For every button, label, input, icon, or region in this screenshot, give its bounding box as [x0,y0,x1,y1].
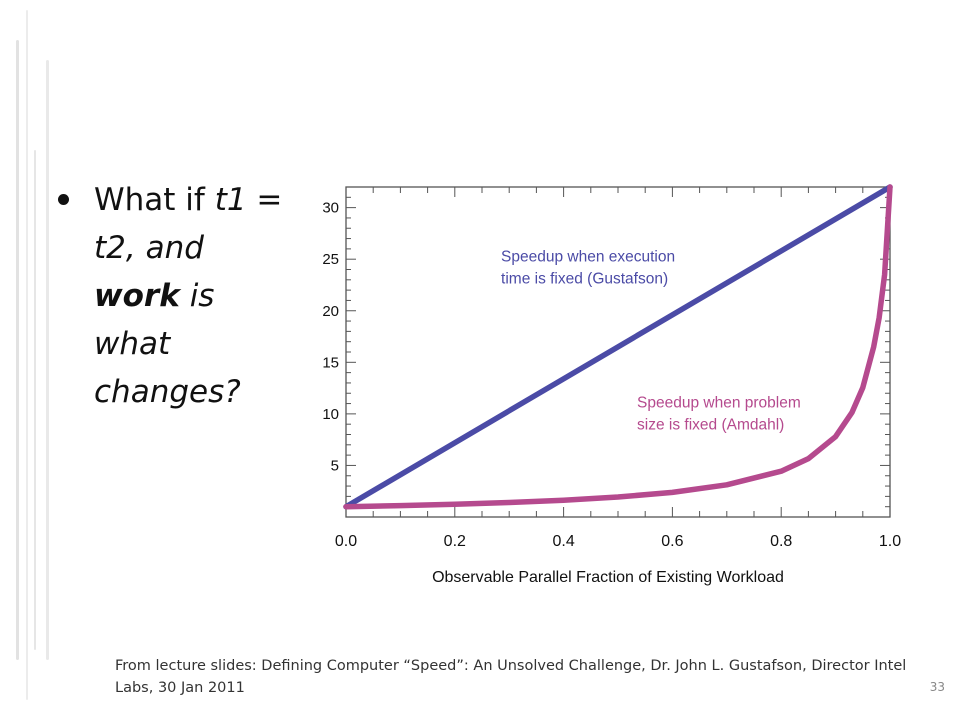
y-tick-label: 10 [322,406,339,423]
series-label: Speedup when execution [501,248,675,265]
y-tick-label: 20 [322,303,339,320]
series-label: Speedup when problem [637,395,801,412]
y-tick-label: 25 [322,251,339,268]
decorative-line [34,150,36,650]
bullet-text-work: work [94,278,180,314]
decorative-line [46,60,49,660]
decorative-line [26,10,28,700]
gustafson-line [343,184,893,510]
x-axis-label: Observable Parallel Fraction of Existing… [432,569,784,586]
x-tick-label: 0.0 [335,533,357,550]
y-tick-label: 15 [322,354,339,371]
bullet-text-part: is what changes? [94,278,241,410]
bullet-text-t1: t1 [214,182,247,218]
y-tick-label: 30 [322,200,339,217]
slide-number: 33 [929,680,945,694]
x-tick-label: 0.8 [770,533,792,550]
speedup-chart: 0.0 0.2 0.4 0.6 0.8 1.0 5 10 15 20 25 30 Observable … [322,184,901,586]
x-tick-label: 0.4 [552,533,574,550]
x-tick-label: 0.6 [661,533,683,550]
bullet-text-part: What if [94,182,215,218]
amdahl-line [343,184,893,510]
source-caption: From lecture slides: Defining Computer “… [115,658,907,696]
bullet-text: What if t1 = t2, and work is what change… [94,176,294,416]
bullet-text-part: = t2, and [94,182,283,266]
y-tick-label: 5 [331,457,339,474]
x-tick-label: 0.2 [444,533,466,550]
bullet-dot [58,194,69,205]
series-label: time is fixed (Gustafson) [501,270,668,287]
decorative-line [16,40,19,660]
series-label: size is fixed (Amdahl) [637,417,784,434]
x-tick-label: 1.0 [879,533,901,550]
